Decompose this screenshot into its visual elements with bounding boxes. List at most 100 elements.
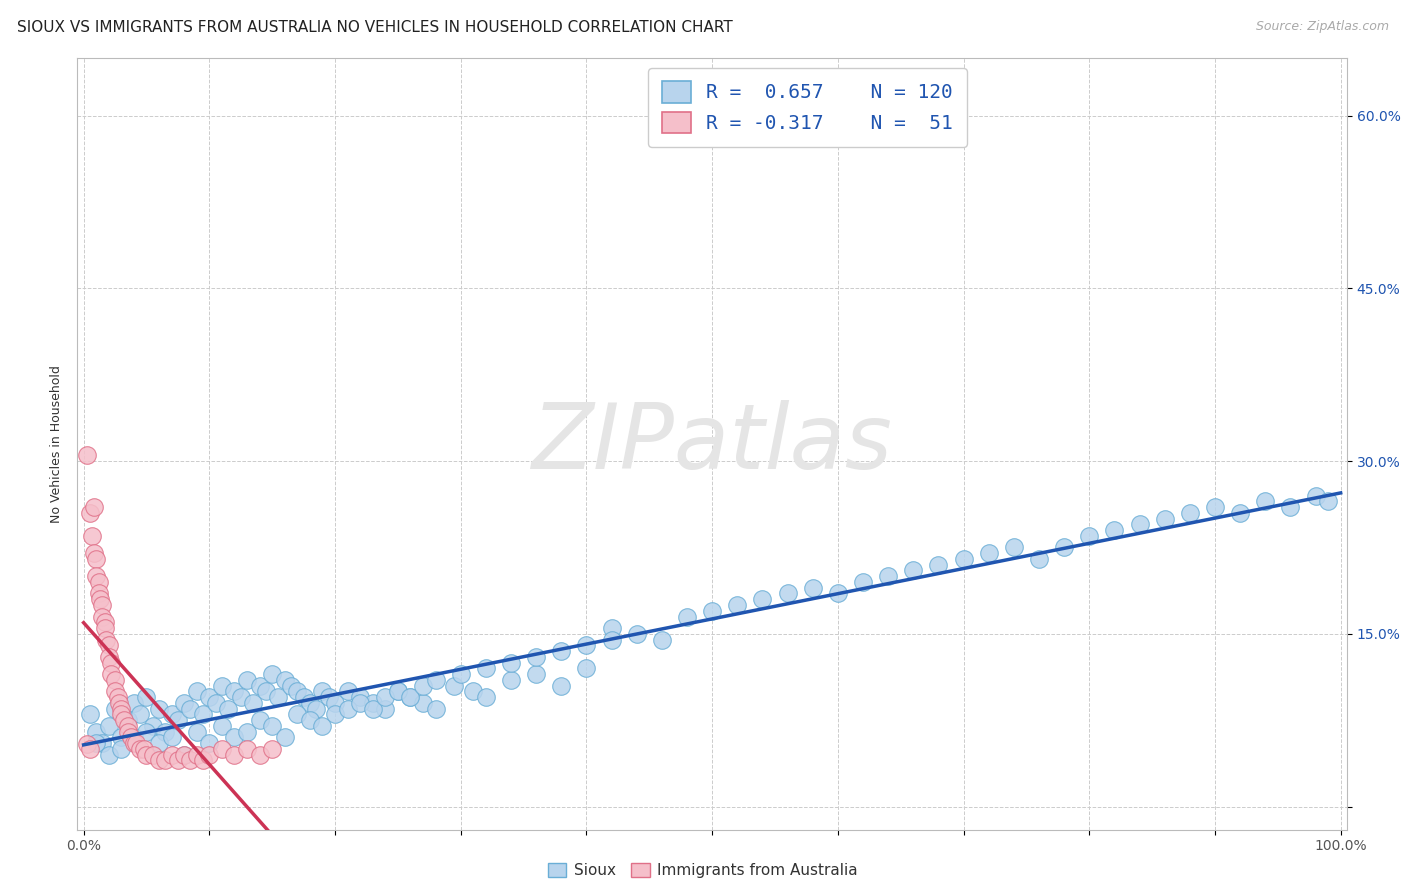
Point (110, 742, 132, 756)
Point (374, 690, 396, 705)
Point (600, 621, 623, 635)
Point (262, 719, 284, 733)
Point (191, 754, 214, 768)
Point (110, 701, 132, 715)
Point (1128, 517, 1150, 532)
Point (129, 707, 152, 722)
Point (91, 609, 114, 624)
Point (142, 747, 165, 762)
Point (104, 673, 127, 687)
Text: Source: ZipAtlas.com: Source: ZipAtlas.com (1256, 20, 1389, 33)
Point (120, 731, 142, 745)
Point (626, 627, 648, 641)
Point (135, 724, 157, 739)
Point (336, 701, 359, 715)
Point (94, 615, 117, 630)
Point (186, 684, 208, 698)
Point (412, 696, 434, 710)
Point (224, 731, 246, 745)
Point (254, 684, 277, 698)
Point (91, 736, 114, 750)
Point (349, 690, 371, 705)
Point (79, 742, 101, 756)
Point (204, 696, 226, 710)
Point (160, 731, 183, 745)
Point (83, 500, 105, 515)
Point (211, 742, 233, 756)
Point (1028, 552, 1050, 566)
Point (117, 724, 139, 739)
Point (1317, 494, 1340, 508)
Point (160, 707, 183, 722)
Point (475, 690, 498, 705)
Point (463, 684, 485, 698)
Point (167, 713, 190, 727)
Point (167, 754, 190, 768)
Point (475, 661, 498, 675)
Point (399, 690, 422, 705)
Point (801, 581, 824, 595)
Point (132, 742, 155, 756)
Point (298, 696, 321, 710)
Point (186, 724, 208, 739)
Point (135, 747, 157, 762)
Point (236, 724, 259, 739)
Point (224, 684, 246, 698)
Point (84, 724, 107, 739)
Point (1078, 529, 1101, 543)
Point (104, 684, 127, 698)
Point (1104, 523, 1126, 537)
Point (387, 684, 409, 698)
Point (262, 742, 284, 756)
Point (79, 707, 101, 722)
Point (280, 679, 302, 693)
Point (125, 736, 148, 750)
Point (100, 667, 122, 681)
Point (1178, 506, 1201, 520)
Point (91, 598, 114, 612)
Point (524, 667, 547, 681)
Point (443, 679, 465, 693)
Point (110, 707, 132, 722)
Point (1279, 500, 1302, 515)
Point (94, 621, 117, 635)
Point (122, 731, 145, 745)
Text: ZIPatlas: ZIPatlas (531, 400, 893, 488)
Point (76, 737, 98, 751)
Point (224, 747, 246, 762)
Point (249, 679, 271, 693)
Point (550, 644, 572, 658)
Point (323, 707, 346, 722)
Point (249, 747, 271, 762)
Point (952, 552, 974, 566)
Point (229, 690, 252, 705)
Point (148, 736, 170, 750)
Point (262, 667, 284, 681)
Point (387, 684, 409, 698)
Point (211, 679, 233, 693)
Point (1002, 541, 1025, 555)
Point (267, 690, 290, 705)
Point (84, 736, 107, 750)
Point (173, 747, 195, 762)
Point (100, 656, 122, 670)
Point (129, 742, 152, 756)
Point (155, 754, 177, 768)
Point (173, 747, 195, 762)
Point (198, 736, 221, 750)
Point (83, 546, 105, 560)
Point (285, 684, 308, 698)
Point (499, 673, 522, 687)
Point (191, 707, 214, 722)
Point (236, 673, 259, 687)
Point (292, 690, 315, 705)
Point (676, 609, 699, 624)
Point (575, 638, 598, 652)
Point (97, 638, 120, 652)
Point (117, 713, 139, 727)
Point (179, 701, 201, 715)
Point (977, 546, 1000, 560)
Point (298, 713, 321, 727)
Point (97, 747, 120, 762)
Point (1204, 500, 1226, 515)
